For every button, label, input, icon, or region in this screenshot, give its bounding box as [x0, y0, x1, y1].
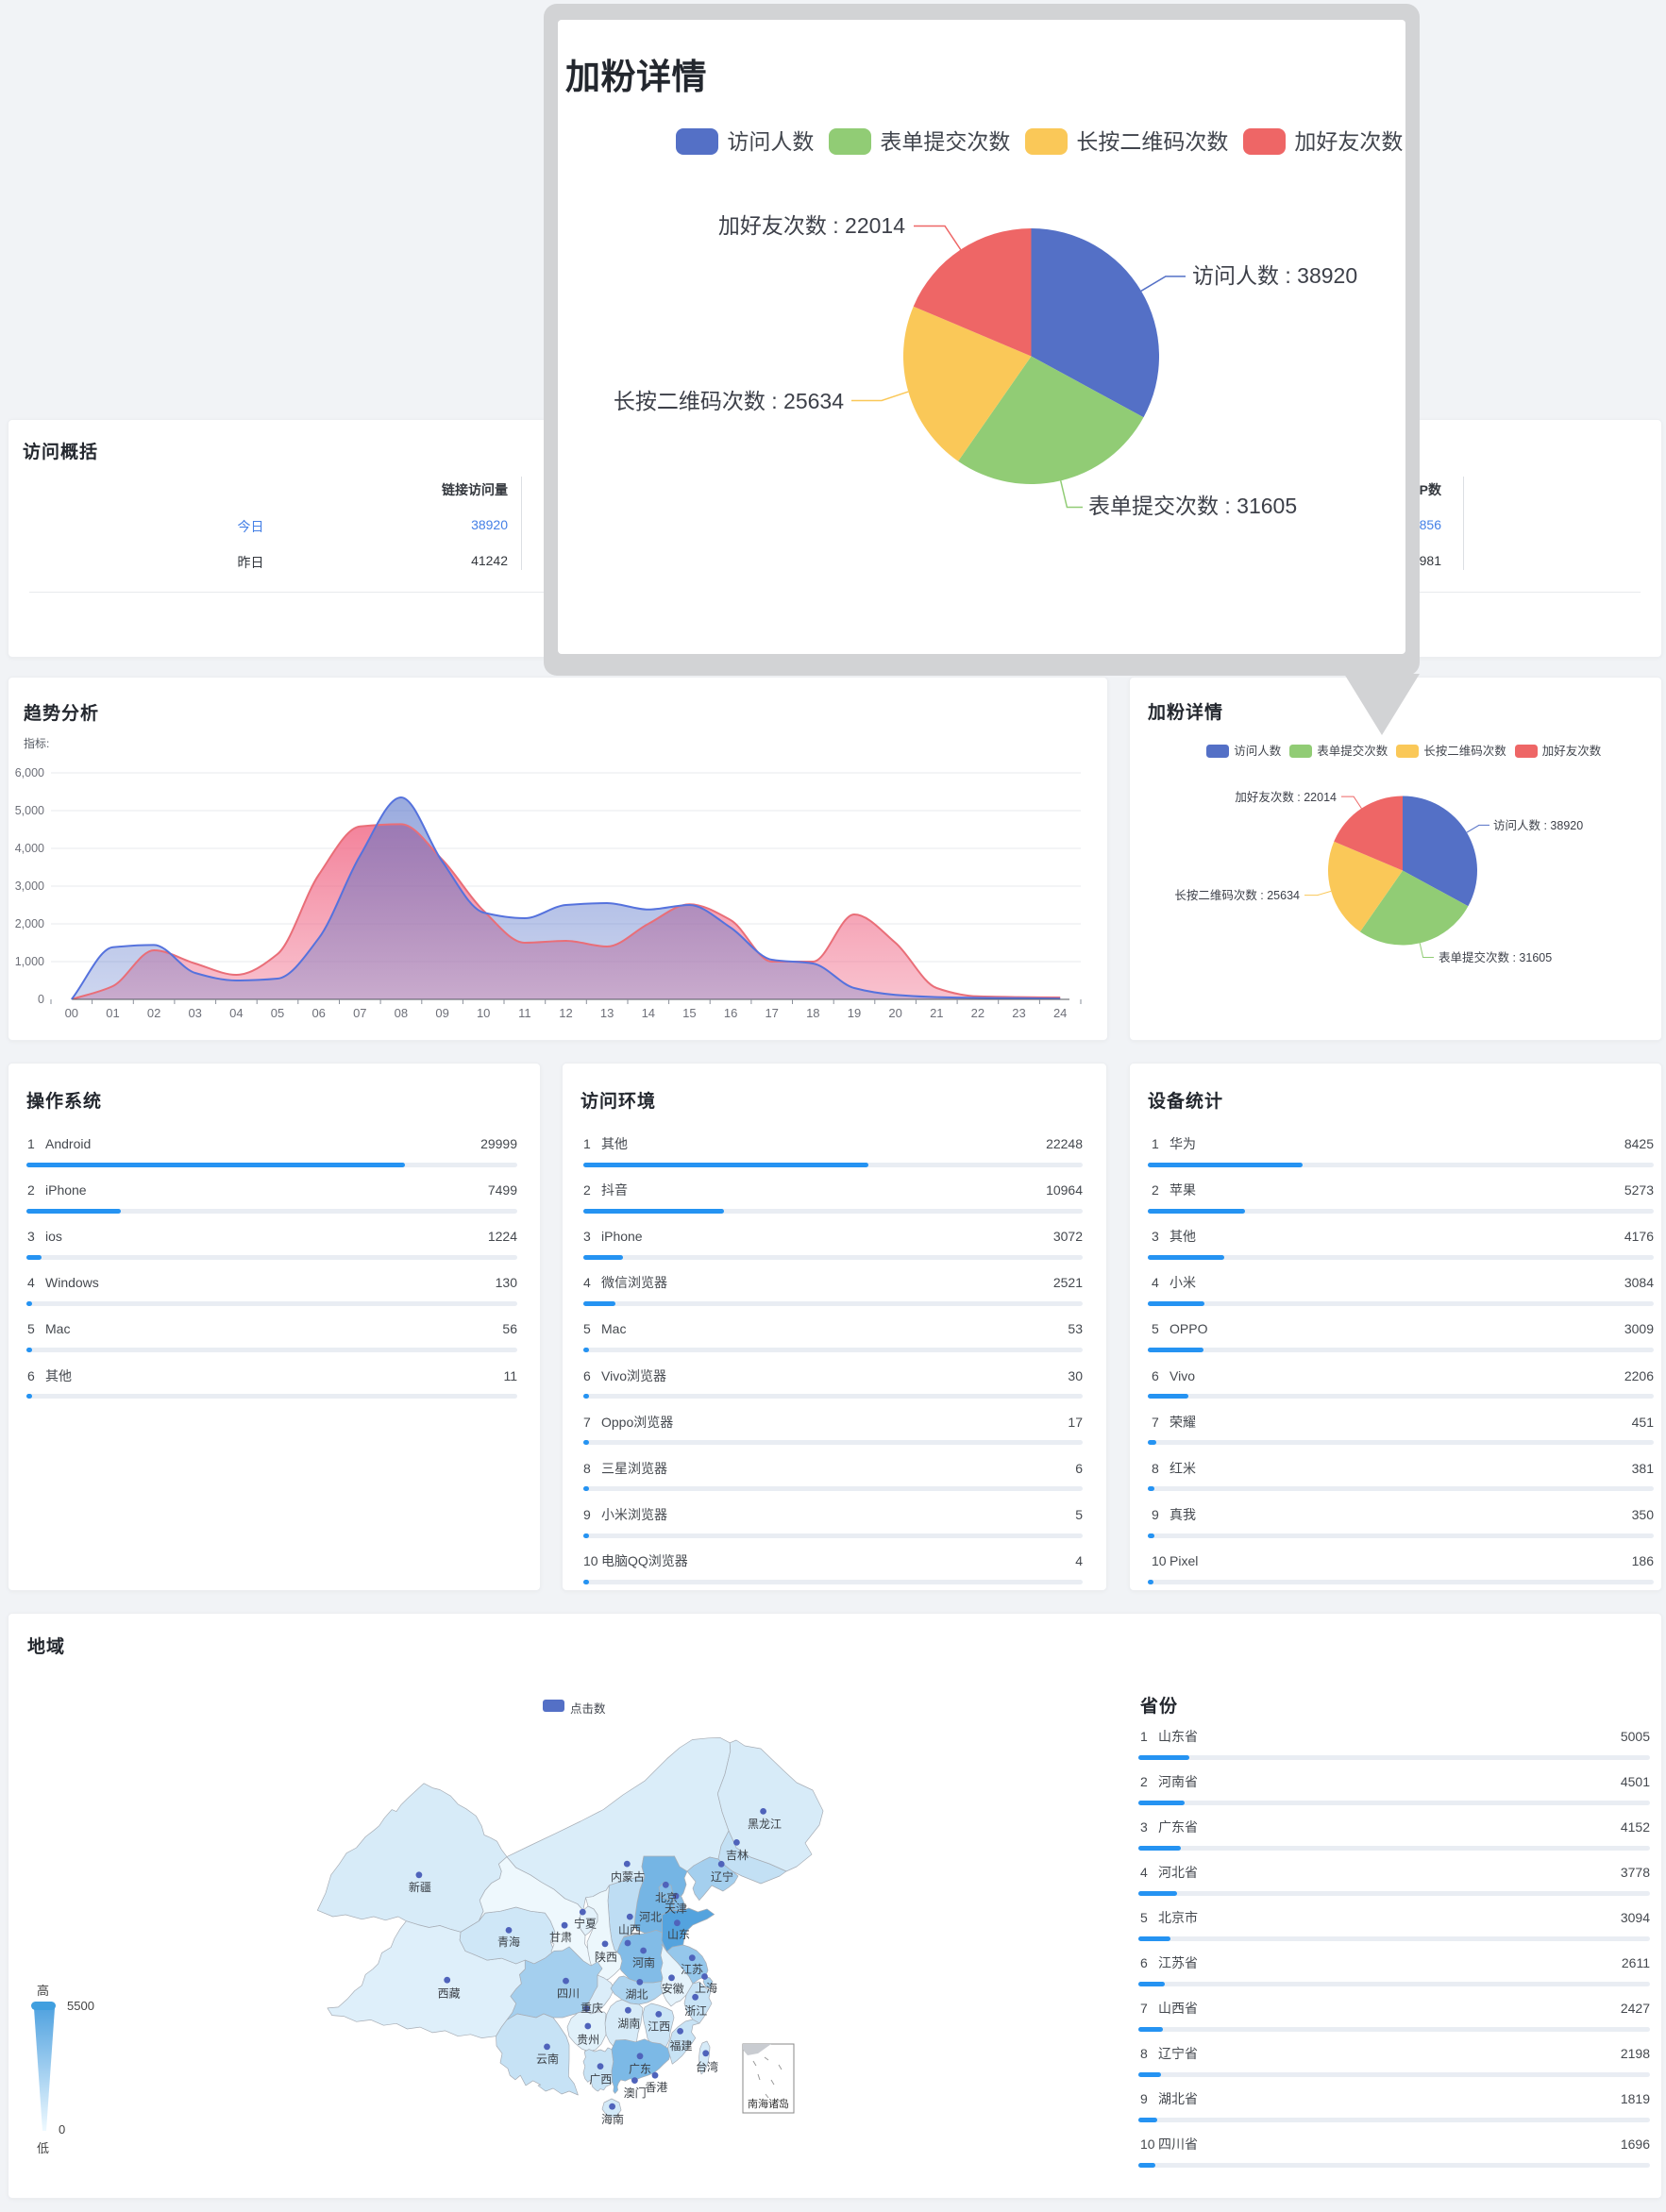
svg-text:福建: 福建: [669, 2038, 692, 2053]
svg-text:00: 00: [65, 1006, 78, 1020]
svg-text:湖南: 湖南: [617, 2017, 640, 2031]
svg-text:17: 17: [765, 1006, 778, 1020]
svg-text:14: 14: [642, 1006, 655, 1020]
svg-text:01: 01: [106, 1006, 119, 1020]
svg-text:天津: 天津: [665, 1902, 687, 1916]
svg-text:浙江: 浙江: [684, 2004, 707, 2018]
svg-text:高: 高: [37, 1984, 49, 1998]
svg-text:03: 03: [188, 1006, 201, 1020]
svg-text:陕西: 陕西: [595, 1950, 617, 1964]
svg-text:07: 07: [353, 1006, 366, 1020]
svg-text:长按二维码次数 : 25634: 长按二维码次数 : 25634: [614, 389, 844, 413]
svg-text:香港: 香港: [645, 2081, 667, 2094]
svg-text:19: 19: [848, 1006, 861, 1020]
svg-text:21: 21: [930, 1006, 943, 1020]
svg-text:河北: 河北: [639, 1911, 662, 1924]
svg-text:3,000: 3,000: [15, 880, 44, 893]
svg-text:0: 0: [38, 993, 44, 1006]
svg-text:09: 09: [435, 1006, 448, 1020]
svg-text:08: 08: [395, 1006, 408, 1020]
svg-text:江西: 江西: [648, 2019, 670, 2033]
svg-text:02: 02: [147, 1006, 160, 1020]
svg-text:四川: 四川: [557, 1987, 580, 2001]
svg-text:5500: 5500: [67, 1999, 94, 2013]
svg-text:北京: 北京: [655, 1891, 678, 1904]
svg-text:1,000: 1,000: [15, 955, 44, 968]
svg-text:广西: 广西: [589, 2072, 612, 2086]
svg-text:山东: 山东: [667, 1928, 690, 1941]
svg-text:10: 10: [477, 1006, 490, 1020]
svg-text:访问人数 : 38920: 访问人数 : 38920: [1192, 263, 1357, 288]
svg-text:重庆: 重庆: [581, 2002, 603, 2015]
svg-text:内蒙古: 内蒙古: [611, 1869, 645, 1884]
svg-text:11: 11: [518, 1006, 531, 1020]
svg-text:6,000: 6,000: [15, 766, 44, 779]
svg-text:安徽: 安徽: [662, 1982, 684, 1996]
svg-text:04: 04: [229, 1006, 243, 1020]
svg-text:台湾: 台湾: [696, 2060, 718, 2074]
svg-text:甘肃: 甘肃: [549, 1931, 572, 1944]
svg-text:15: 15: [682, 1006, 696, 1020]
svg-text:加好友次数 : 22014: 加好友次数 : 22014: [718, 213, 905, 238]
svg-text:4,000: 4,000: [15, 842, 44, 855]
svg-text:20: 20: [888, 1006, 901, 1020]
svg-text:16: 16: [724, 1006, 737, 1020]
svg-text:06: 06: [311, 1006, 325, 1020]
svg-text:贵州: 贵州: [577, 2033, 599, 2046]
svg-text:澳门: 澳门: [624, 2086, 647, 2100]
svg-text:黑龙江: 黑龙江: [748, 1818, 782, 1831]
svg-text:西藏: 西藏: [438, 1987, 461, 2001]
svg-text:海南: 海南: [601, 2112, 624, 2126]
svg-text:吉林: 吉林: [726, 1849, 749, 1862]
svg-text:24: 24: [1053, 1006, 1067, 1020]
svg-text:广东: 广东: [629, 2062, 651, 2075]
svg-text:河南: 河南: [632, 1955, 655, 1969]
svg-text:湖北: 湖北: [625, 1987, 648, 2002]
svg-text:2,000: 2,000: [15, 917, 44, 930]
svg-text:云南: 云南: [536, 2052, 559, 2066]
svg-text:表单提交次数 : 31605: 表单提交次数 : 31605: [1088, 494, 1297, 518]
svg-text:05: 05: [271, 1006, 284, 1020]
svg-text:13: 13: [600, 1006, 614, 1020]
svg-text:江苏: 江苏: [681, 1963, 703, 1976]
svg-text:辽宁: 辽宁: [711, 1869, 733, 1884]
svg-text:23: 23: [1012, 1006, 1025, 1020]
svg-text:5,000: 5,000: [15, 804, 44, 817]
svg-text:山西: 山西: [618, 1923, 641, 1936]
svg-text:18: 18: [806, 1006, 819, 1020]
svg-text:上海: 上海: [695, 1981, 717, 1995]
svg-text:低: 低: [37, 2141, 49, 2155]
svg-text:青海: 青海: [497, 1935, 520, 1949]
svg-text:12: 12: [559, 1006, 572, 1020]
svg-text:22: 22: [971, 1006, 984, 1020]
svg-text:南海诸岛: 南海诸岛: [748, 2097, 789, 2110]
svg-text:宁夏: 宁夏: [574, 1917, 597, 1931]
svg-text:0: 0: [59, 2122, 65, 2137]
svg-text:新疆: 新疆: [409, 1880, 431, 1894]
